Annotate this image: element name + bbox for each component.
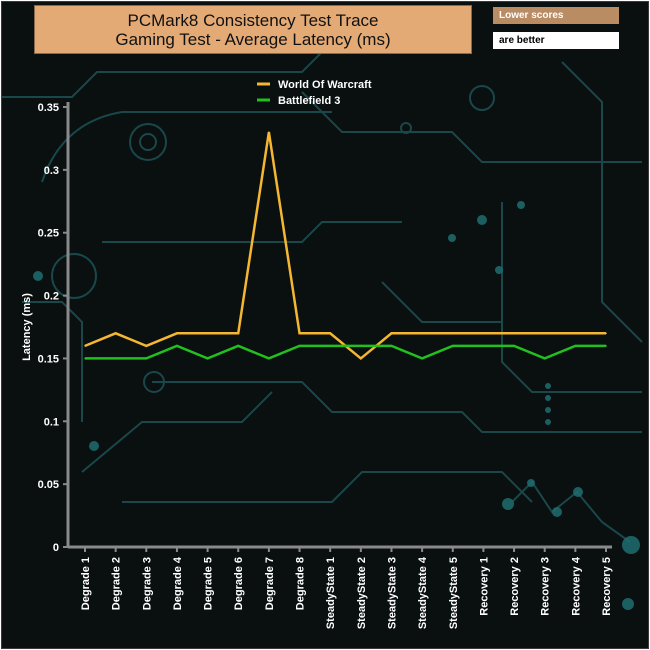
data-point-world-of-warcraft xyxy=(176,332,178,335)
data-point-world-of-warcraft xyxy=(298,332,301,335)
data-point-world-of-warcraft xyxy=(114,332,117,335)
x-tick-label: Degrade 2 xyxy=(111,557,123,610)
data-point-battlefield-3 xyxy=(114,357,117,360)
data-point-battlefield-3 xyxy=(298,345,301,347)
x-tick-label: SteadyState 2 xyxy=(356,557,368,629)
data-point-battlefield-3 xyxy=(176,345,178,347)
data-point-battlefield-3 xyxy=(513,345,515,347)
x-tick-label: Degrade 7 xyxy=(264,557,276,610)
legend-label-wow: World Of Warcraft xyxy=(278,79,372,91)
data-point-battlefield-3 xyxy=(206,357,209,360)
x-tick-label: Degrade 1 xyxy=(80,557,92,610)
chart-title-line1: PCMark8 Consistency Test Trace xyxy=(127,10,379,30)
data-point-world-of-warcraft xyxy=(206,332,209,335)
x-tick-label: Recovery 2 xyxy=(509,557,521,616)
data-point-world-of-warcraft xyxy=(390,332,393,335)
chart-title-line2: Gaming Test - Average Latency (ms) xyxy=(115,29,391,49)
series-lines xyxy=(84,131,607,361)
y-tick-label: 0.15 xyxy=(38,353,59,365)
x-tick-label: Recovery 4 xyxy=(570,556,582,616)
x-tick-label: SteadyState 5 xyxy=(448,557,460,629)
x-tick-label: SteadyState 4 xyxy=(417,556,429,629)
data-point-world-of-warcraft xyxy=(84,345,86,347)
x-tick-label: Degrade 4 xyxy=(172,556,184,610)
x-tick-label: Degrade 5 xyxy=(203,557,215,610)
circuit-dots xyxy=(33,201,640,610)
axes xyxy=(66,102,612,549)
data-point-battlefield-3 xyxy=(237,345,240,347)
data-point-battlefield-3 xyxy=(145,357,148,360)
data-point-battlefield-3 xyxy=(451,345,454,347)
y-tick-label: 0.05 xyxy=(38,479,59,491)
circuit-background xyxy=(2,41,643,543)
data-point-world-of-warcraft xyxy=(513,332,515,335)
chart-title-box: PCMark8 Consistency Test Trace Gaming Te… xyxy=(34,5,472,54)
data-point-world-of-warcraft xyxy=(145,345,148,347)
x-tick-label: Degrade 3 xyxy=(141,557,153,610)
data-point-world-of-warcraft xyxy=(237,332,240,335)
data-point-world-of-warcraft xyxy=(451,332,454,335)
y-tick-label: 0.2 xyxy=(44,291,59,303)
data-point-world-of-warcraft xyxy=(268,131,270,133)
legend: World Of Warcraft Battlefield 3 xyxy=(257,79,372,107)
data-point-battlefield-3 xyxy=(482,345,485,347)
legend-label-bf3: Battlefield 3 xyxy=(278,95,340,107)
y-tick-label: 0 xyxy=(53,542,59,554)
y-tick-label: 0.35 xyxy=(38,102,59,114)
data-point-battlefield-3 xyxy=(574,345,577,347)
x-tick-label: Recovery 3 xyxy=(540,557,552,616)
series-line-battlefield-3 xyxy=(85,344,606,360)
x-tick-label: SteadyState 3 xyxy=(386,557,398,629)
data-point-world-of-warcraft xyxy=(543,332,546,335)
y-tick-label: 0.1 xyxy=(44,416,59,428)
y-tick-label: 0.25 xyxy=(38,228,59,240)
x-tick-label: Degrade 8 xyxy=(295,557,307,610)
data-point-battlefield-3 xyxy=(605,345,607,347)
y-axis-ticks: 0 0.05 0.1 0.15 0.2 0.25 0.3 0.35 xyxy=(38,102,68,554)
x-tick-label: Degrade 6 xyxy=(233,557,245,610)
data-point-world-of-warcraft xyxy=(482,332,485,335)
data-point-battlefield-3 xyxy=(360,345,362,347)
data-point-battlefield-3 xyxy=(84,357,86,360)
y-axis-title: Latency (ms) xyxy=(21,293,33,361)
data-point-world-of-warcraft xyxy=(360,357,362,360)
data-point-world-of-warcraft xyxy=(605,332,607,335)
x-tick-label: SteadyState 1 xyxy=(325,557,337,629)
data-point-battlefield-3 xyxy=(390,345,393,347)
data-point-world-of-warcraft xyxy=(329,332,331,335)
x-axis-ticks: Degrade 1 Degrade 2 Degrade 3 Degrade 4 Degr… xyxy=(80,547,613,629)
data-point-battlefield-3 xyxy=(421,357,423,360)
x-tick-label: Recovery 1 xyxy=(478,557,490,616)
series-line-world-of-warcraft xyxy=(84,131,606,361)
data-point-world-of-warcraft xyxy=(421,332,423,335)
x-tick-label: Recovery 5 xyxy=(601,557,613,616)
data-point-world-of-warcraft xyxy=(574,332,577,335)
y-tick-label: 0.3 xyxy=(44,165,59,177)
note-are-better: are better xyxy=(493,32,619,49)
note-lower-scores: Lower scores xyxy=(493,7,619,24)
data-point-battlefield-3 xyxy=(329,345,331,347)
data-point-battlefield-3 xyxy=(543,357,546,360)
data-point-battlefield-3 xyxy=(268,357,270,360)
